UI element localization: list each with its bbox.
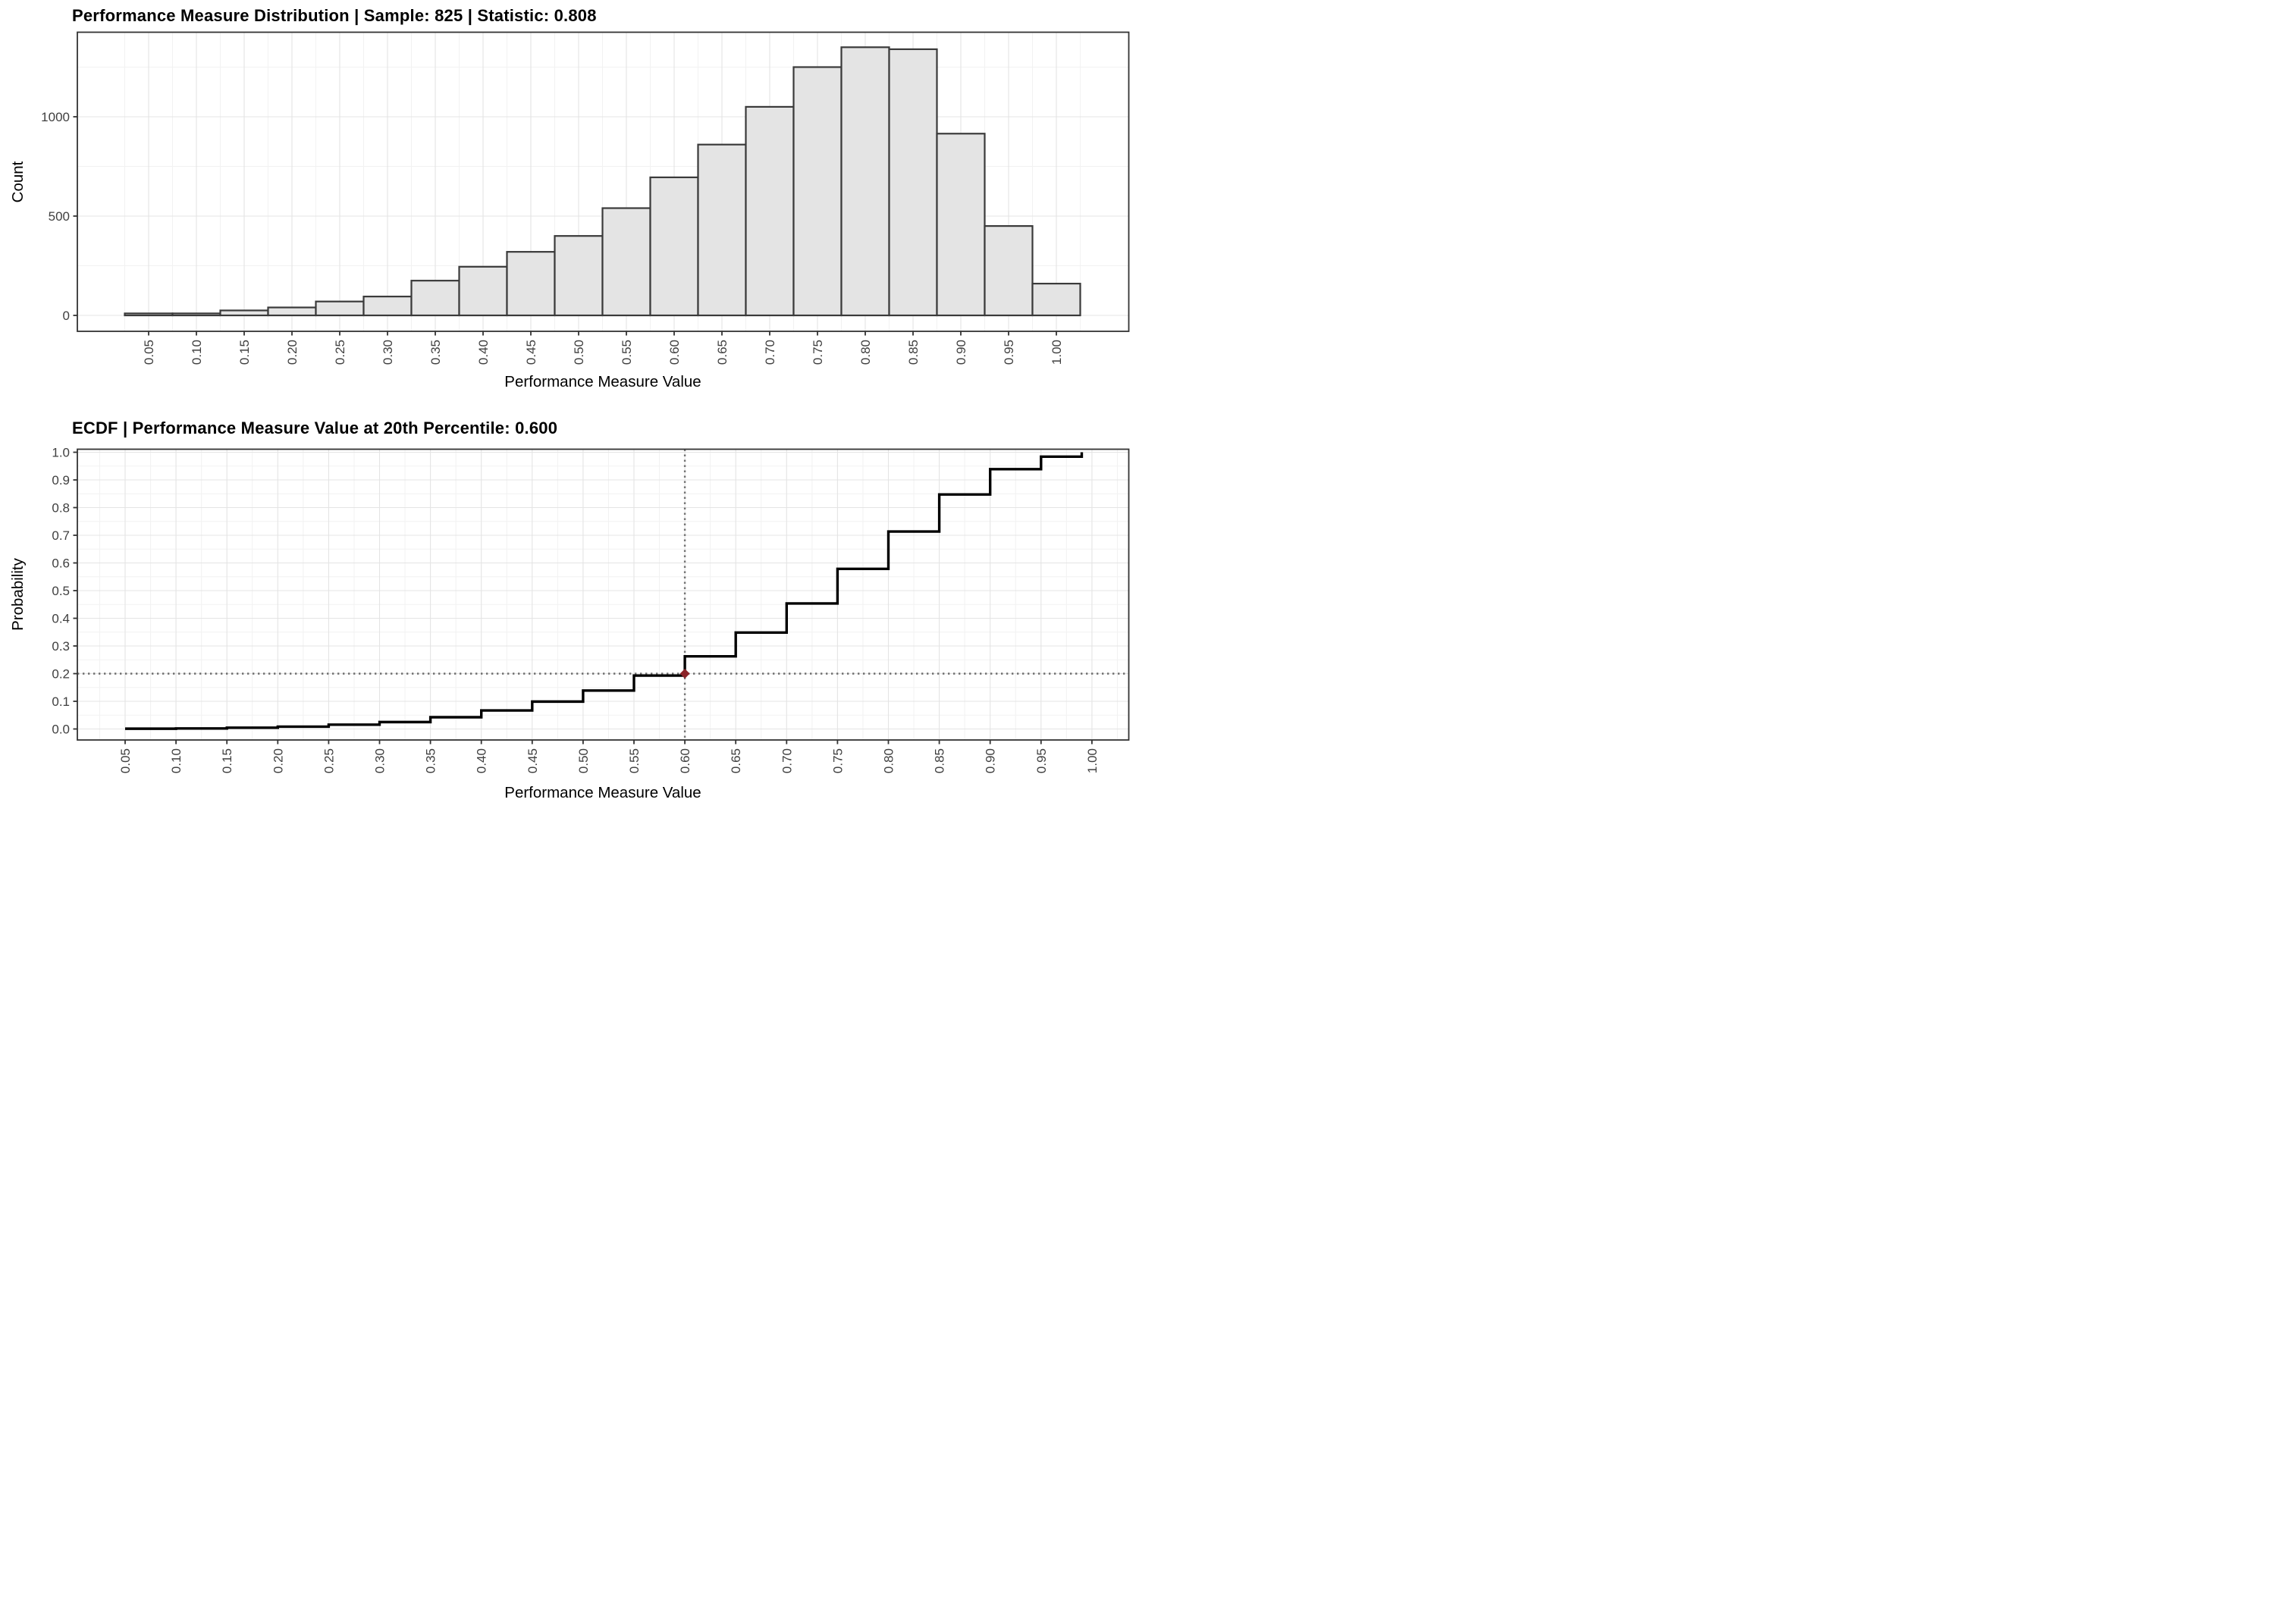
ecdf-step-line bbox=[125, 452, 1084, 730]
ecdf-y-tick-label: 0.9 bbox=[52, 473, 70, 488]
ecdf-y-tick-label: 0.4 bbox=[52, 612, 70, 626]
histogram-x-tick-label: 0.60 bbox=[667, 340, 682, 365]
two-panel-figure: Performance Measure Distribution | Sampl… bbox=[0, 0, 1138, 812]
ecdf-x-tick-label: 0.15 bbox=[220, 748, 234, 773]
histogram-y-tick-label: 1000 bbox=[41, 110, 70, 124]
histogram-bar bbox=[410, 280, 460, 317]
histogram-x-tick-label: 0.20 bbox=[285, 340, 300, 365]
histogram-bar bbox=[697, 143, 747, 317]
histogram-x-tick-label: 0.35 bbox=[428, 340, 443, 365]
ecdf-x-tick-label: 0.70 bbox=[780, 748, 794, 773]
histogram-x-tick-label: 0.10 bbox=[190, 340, 204, 365]
histogram-x-tick-label: 0.45 bbox=[524, 340, 538, 365]
histogram-bar bbox=[888, 48, 938, 317]
histogram-x-tick-label: 0.80 bbox=[858, 340, 873, 365]
ecdf-y-tick-label: 0.0 bbox=[52, 723, 70, 737]
histogram-x-tick-label: 0.05 bbox=[142, 340, 156, 365]
histogram-bar bbox=[936, 133, 986, 317]
ecdf-x-tick-label: 0.55 bbox=[627, 748, 642, 773]
histogram-bar bbox=[649, 176, 699, 317]
ecdf-x-tick-label: 0.60 bbox=[678, 748, 692, 773]
ecdf-x-tick-label: 0.80 bbox=[882, 748, 896, 773]
histogram-title: Performance Measure Distribution | Sampl… bbox=[72, 6, 597, 25]
ecdf-x-axis-title: Performance Measure Value bbox=[504, 784, 701, 801]
histogram-x-tick-label: 0.15 bbox=[237, 340, 252, 365]
histogram-bar bbox=[458, 265, 508, 317]
ecdf-x-tick-label: 0.90 bbox=[984, 748, 998, 773]
histogram-x-tick-label: 0.50 bbox=[572, 340, 586, 365]
ecdf-y-tick-label: 0.6 bbox=[52, 556, 70, 571]
ecdf-x-tick-label: 0.50 bbox=[576, 748, 591, 773]
histogram-x-tick-label: 0.85 bbox=[906, 340, 921, 365]
ecdf-y-tick-label: 0.1 bbox=[52, 694, 70, 709]
ecdf-x-tick-label: 0.40 bbox=[475, 748, 489, 773]
histogram-x-tick-label: 0.90 bbox=[954, 340, 968, 365]
ecdf-x-tick-label: 0.65 bbox=[729, 748, 743, 773]
ecdf-x-tick-label: 0.35 bbox=[424, 748, 438, 773]
histogram-bar bbox=[840, 46, 890, 317]
histogram-x-axis-title: Performance Measure Value bbox=[504, 373, 701, 390]
histogram-x-tick-label: 1.00 bbox=[1050, 340, 1064, 365]
ecdf-x-tick-label: 0.85 bbox=[933, 748, 947, 773]
ecdf-y-tick-label: 0.5 bbox=[52, 584, 70, 598]
percentile-point bbox=[679, 669, 690, 679]
histogram-bar bbox=[601, 207, 651, 317]
histogram-x-tick-label: 0.65 bbox=[715, 340, 730, 365]
ecdf-x-tick-label: 0.10 bbox=[169, 748, 184, 773]
histogram-bar bbox=[171, 312, 221, 317]
histogram-bar bbox=[219, 309, 269, 317]
histogram-x-tick-label: 0.75 bbox=[811, 340, 825, 365]
ecdf-x-tick-label: 0.45 bbox=[526, 748, 540, 773]
ecdf-x-tick-label: 0.25 bbox=[322, 748, 336, 773]
histogram-bar bbox=[745, 105, 795, 317]
ecdf-x-tick-label: 0.20 bbox=[271, 748, 285, 773]
histogram-x-tick-label: 0.55 bbox=[620, 340, 634, 365]
histogram-x-tick-label: 0.25 bbox=[333, 340, 347, 365]
histogram-bar bbox=[554, 235, 604, 317]
histogram-bar bbox=[362, 296, 413, 317]
ecdf-x-tick-label: 0.05 bbox=[118, 748, 133, 773]
histogram-bar bbox=[267, 306, 317, 317]
ecdf-y-tick-label: 1.0 bbox=[52, 446, 70, 460]
ecdf-y-tick-label: 0.2 bbox=[52, 667, 70, 682]
ecdf-panel-border bbox=[77, 448, 1130, 741]
ecdf-x-tick-label: 0.75 bbox=[830, 748, 845, 773]
histogram-x-tick-label: 0.30 bbox=[381, 340, 395, 365]
histogram-x-tick-label: 0.40 bbox=[476, 340, 491, 365]
ecdf-title: ECDF | Performance Measure Value at 20th… bbox=[72, 419, 558, 437]
histogram-bar bbox=[792, 66, 843, 317]
histogram-x-tick-label: 0.95 bbox=[1002, 340, 1016, 365]
histogram-bar bbox=[506, 251, 556, 317]
histogram-bar bbox=[984, 225, 1034, 317]
histogram-y-tick-label: 0 bbox=[63, 309, 70, 323]
ecdf-x-tick-label: 0.30 bbox=[373, 748, 388, 773]
histogram-x-tick-label: 0.70 bbox=[763, 340, 777, 365]
ecdf-y-tick-label: 0.7 bbox=[52, 528, 70, 543]
ecdf-y-tick-label: 0.3 bbox=[52, 639, 70, 654]
histogram-bar bbox=[1031, 282, 1081, 317]
histogram-y-tick-label: 500 bbox=[49, 209, 70, 224]
plot-canvas: 0.05 0.10 0.15 0.20 0.25 0.30 0.35 0.40 0.45 0.50… bbox=[41, 31, 1130, 773]
histogram-bar bbox=[315, 300, 365, 317]
histogram-panel-border bbox=[77, 31, 1130, 332]
histogram-bar bbox=[124, 312, 174, 317]
ecdf-x-tick-label: 1.00 bbox=[1085, 748, 1100, 773]
ecdf-x-tick-label: 0.95 bbox=[1034, 748, 1049, 773]
ecdf-y-tick-label: 0.8 bbox=[52, 501, 70, 516]
